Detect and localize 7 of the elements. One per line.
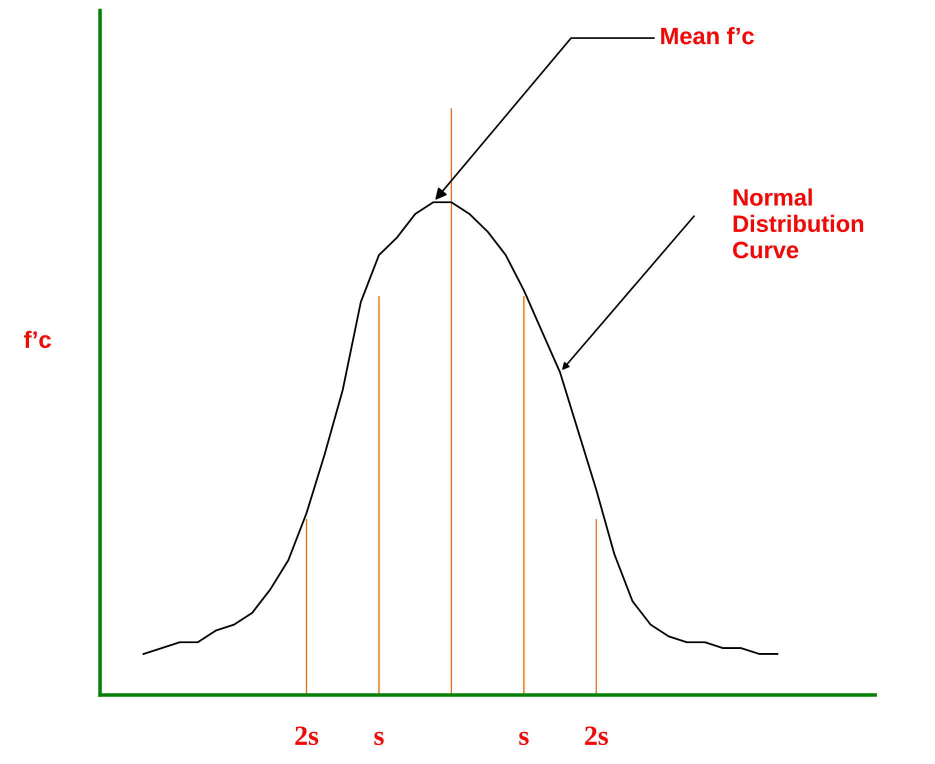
text: Mean f’c [661,27,754,44]
annotation: Normal Distribution Curve [733,188,864,258]
x-tick-label: 2s [295,726,318,746]
x-tick-label: s [374,732,384,746]
y-axis-title: f’c [24,330,51,348]
x-tick-label: 2s [585,726,608,746]
x-tick-label: s [519,732,529,746]
